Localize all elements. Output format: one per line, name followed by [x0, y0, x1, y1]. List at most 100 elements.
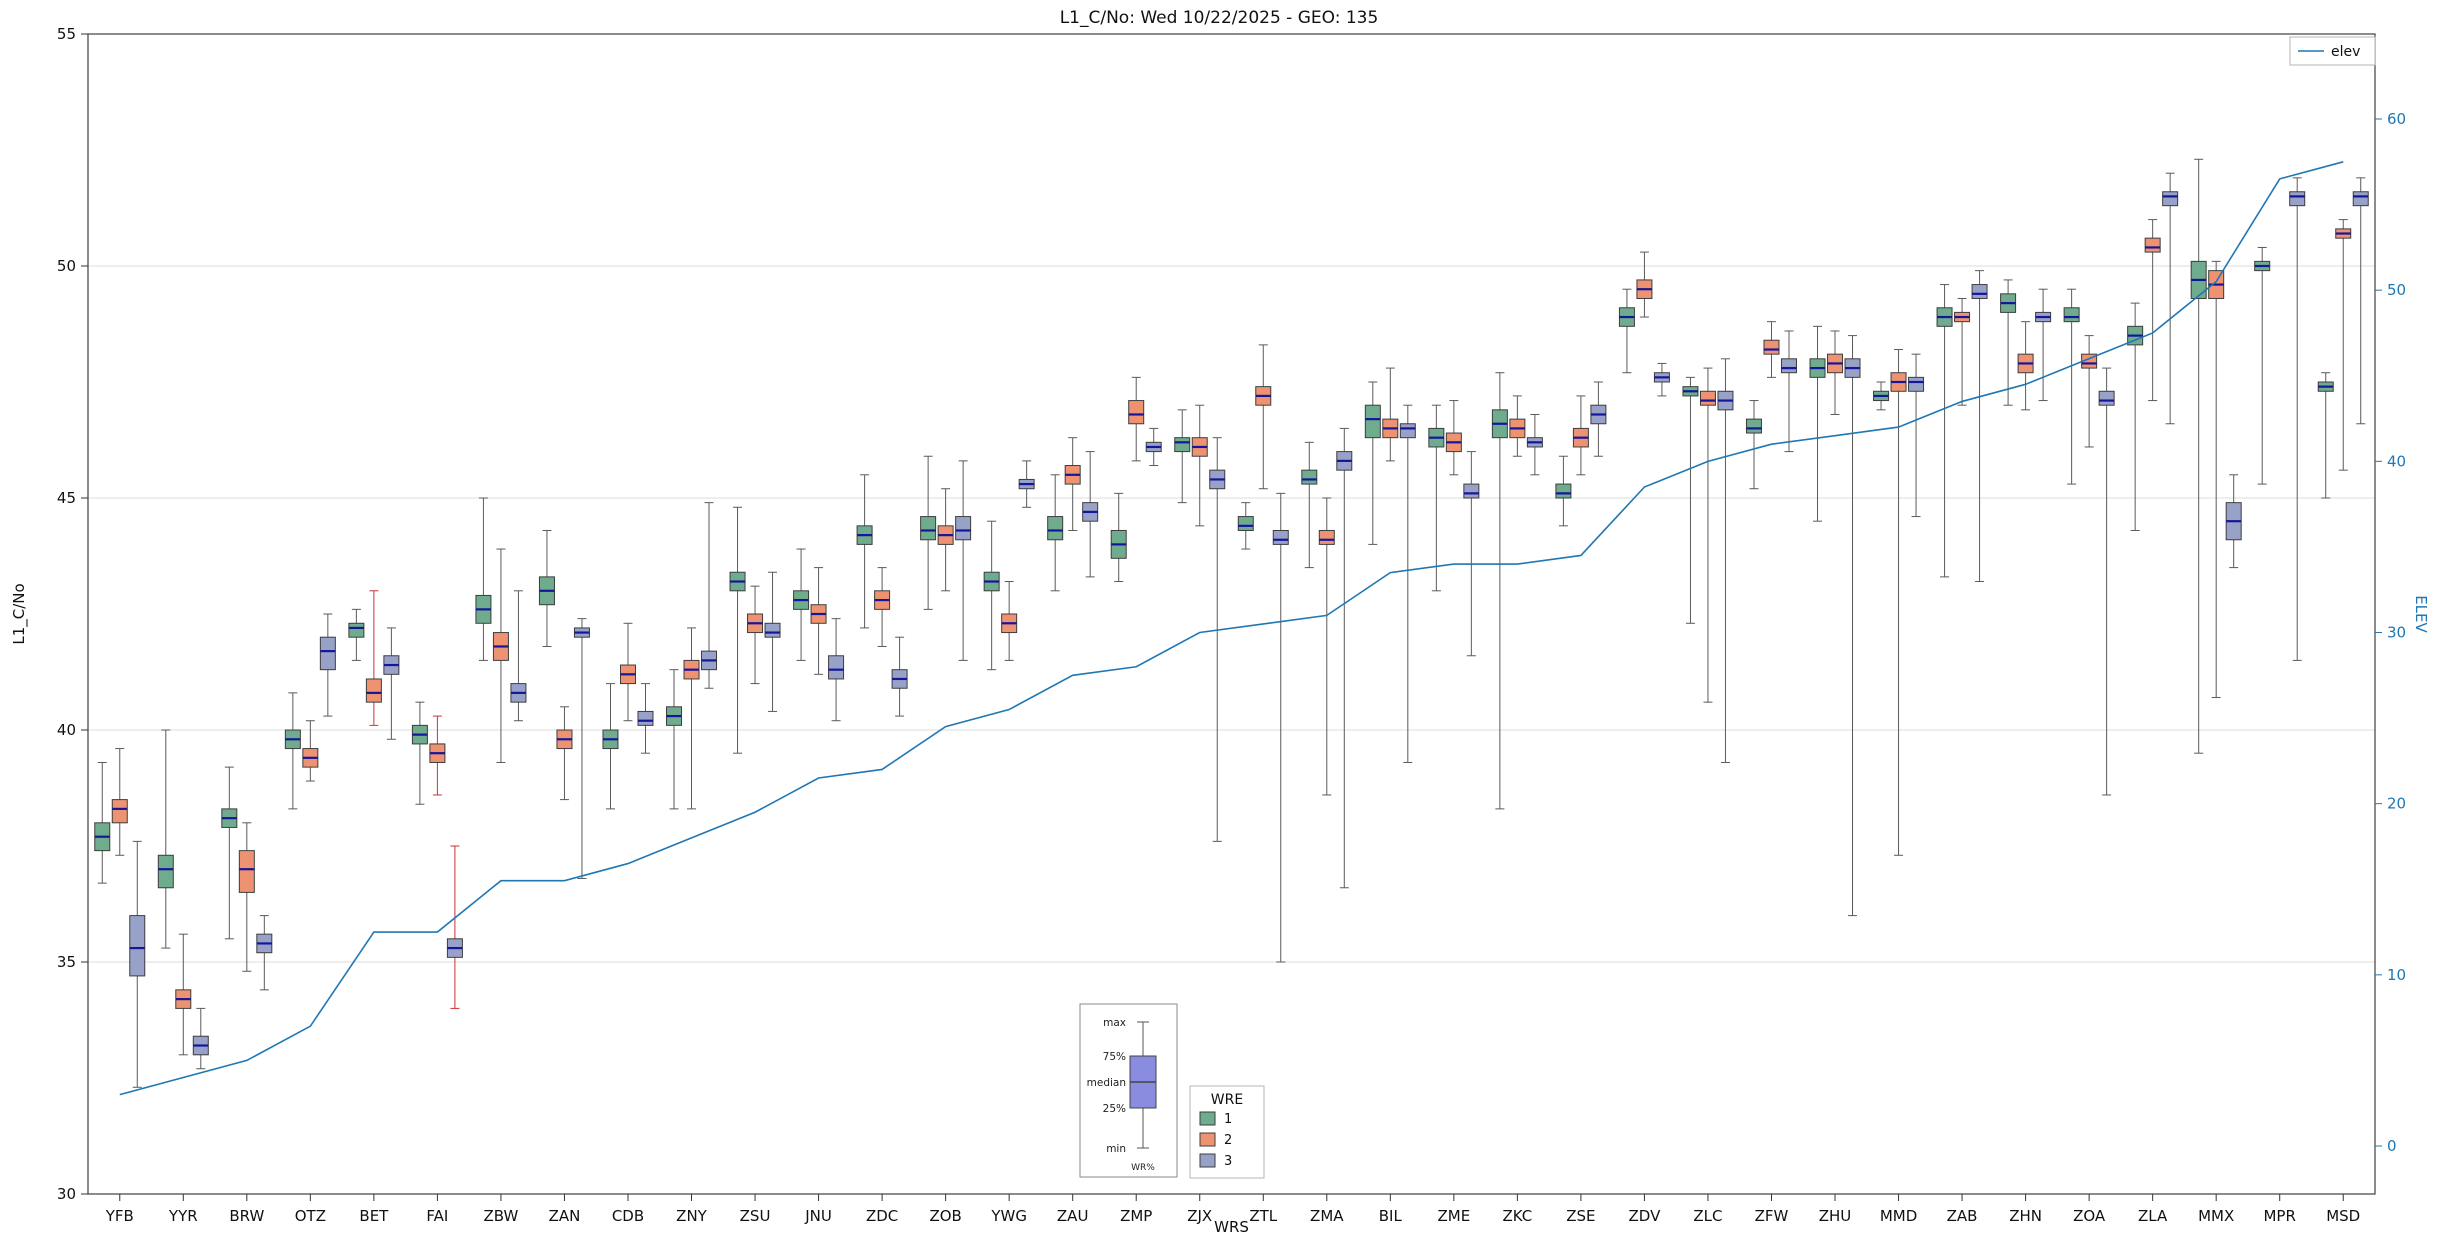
x-tick-label: BIL: [1379, 1207, 1403, 1225]
box-MPR-wre3: [2289, 177, 2306, 661]
box-ZAB-wre3: [1971, 270, 1988, 583]
box-CDB-wre2: [619, 622, 636, 722]
x-tick-label: ZOB: [929, 1207, 961, 1225]
x-tick-label: ZDV: [1629, 1207, 1662, 1225]
x-tick-label: ZAU: [1057, 1207, 1089, 1225]
box-ZTL-wre2: [1255, 344, 1272, 490]
box-ZOA-wre3: [2098, 367, 2115, 796]
box-ZAN-wre3: [573, 618, 590, 879]
box-ZMP-wre3: [1145, 427, 1162, 467]
box-BRW-wre1: [221, 766, 238, 940]
box-rect: [1301, 469, 1318, 485]
inset-label-median: median: [1087, 1077, 1126, 1089]
box-BIL-wre3: [1399, 404, 1416, 763]
box-ZBW-wre3: [510, 590, 527, 722]
box-ZAU-wre3: [1082, 451, 1099, 578]
box-rect: [1971, 284, 1988, 299]
x-tick-label: MMD: [1880, 1207, 1917, 1225]
x-tick-label: ZLA: [2138, 1207, 2168, 1225]
elev-tick-label: 20: [2387, 795, 2406, 813]
x-tick-label: ZSU: [740, 1207, 771, 1225]
box-ZMA-wre3: [1336, 427, 1353, 889]
legend-wre-swatch-1: [1199, 1111, 1216, 1126]
chart-title: L1_C/No: Wed 10/22/2025 - GEO: 135: [1059, 8, 1379, 28]
x-tick-label: YFB: [105, 1207, 134, 1225]
box-ZDV-wre1: [1618, 288, 1635, 374]
left-axis-label: L1_C/No: [10, 583, 29, 644]
box-rect: [2352, 191, 2369, 207]
box-MSD-wre2: [2335, 219, 2352, 471]
x-tick-label: ZOA: [2073, 1207, 2106, 1225]
x-tick-label: MSD: [2326, 1207, 2360, 1225]
x-tick-label: ZJX: [1187, 1207, 1212, 1225]
box-ZDV-wre2: [1636, 251, 1653, 318]
box-rect: [1318, 529, 1335, 545]
box-ZOB-wre2: [937, 488, 954, 592]
box-MSD-wre1: [2317, 372, 2334, 499]
elev-line: [119, 161, 2344, 1096]
box-MMD-wre1: [1873, 381, 1890, 411]
box-ZMP-wre2: [1128, 376, 1145, 462]
y-tick-label: 30: [57, 1185, 76, 1203]
y-tick-label: 55: [57, 25, 76, 43]
x-tick-label: ZNY: [676, 1207, 707, 1225]
x-tick-label: ZAB: [1947, 1207, 1978, 1225]
box-ZLA-wre2: [2144, 219, 2161, 402]
box-rect: [1763, 339, 1780, 355]
box-ZHU-wre2: [1827, 330, 1844, 415]
box-ZHN-wre3: [2035, 288, 2052, 402]
box-ZME-wre2: [1445, 400, 1462, 476]
box-rect: [1699, 390, 1716, 406]
box-ZLC-wre3: [1717, 358, 1734, 763]
box-rect: [1047, 516, 1064, 541]
box-ZHN-wre2: [2017, 321, 2034, 411]
box-CDB-wre1: [602, 683, 619, 810]
box-YWG-wre3: [1018, 460, 1035, 508]
box-YYR-wre1: [157, 729, 174, 949]
box-MMX-wre1: [2190, 158, 2207, 754]
x-tick-label: ZMP: [1120, 1207, 1152, 1225]
elev-tick-label: 50: [2387, 281, 2406, 299]
x-tick-label: JNU: [804, 1207, 832, 1225]
box-ZKC-wre1: [1491, 372, 1508, 810]
box-rect: [1780, 358, 1797, 374]
inset-caption: WR%: [1131, 1163, 1155, 1173]
box-rect: [1272, 529, 1289, 545]
box-OTZ-wre3: [319, 613, 336, 717]
box-FAI-wre2: [429, 715, 446, 796]
x-tick-label: MPR: [2263, 1207, 2295, 1225]
box-ZLC-wre1: [1682, 376, 1699, 624]
x-tick-label: FAI: [426, 1207, 448, 1225]
inset-label-min: min: [1106, 1143, 1126, 1155]
legend-wre-swatch-3: [1199, 1153, 1216, 1168]
box-rect: [637, 710, 654, 726]
y-tick-label: 40: [57, 721, 76, 739]
box-rect: [1745, 418, 1762, 434]
x-tick-label: ZHN: [2009, 1207, 2042, 1225]
box-rect: [238, 850, 255, 893]
x-tick-label: ZAN: [549, 1207, 581, 1225]
box-YWG-wre1: [983, 520, 1000, 671]
box-rect: [828, 655, 845, 680]
x-tick-label: BRW: [229, 1207, 264, 1225]
box-YFB-wre3: [129, 840, 146, 1088]
box-OTZ-wre1: [284, 692, 301, 810]
box-rect: [1908, 376, 1925, 392]
box-ZTL-wre3: [1272, 492, 1289, 963]
x-tick-label: YWG: [990, 1207, 1027, 1225]
box-rect: [319, 636, 336, 671]
box-ZOB-wre3: [955, 460, 972, 661]
box-BET-wre3: [383, 627, 400, 740]
x-tick-label: BET: [359, 1207, 389, 1225]
legend-elev-label: elev: [2331, 44, 2360, 60]
inset-label-max: max: [1103, 1017, 1126, 1029]
x-tick-label: ZDC: [866, 1207, 898, 1225]
box-ZTL-wre1: [1237, 502, 1254, 550]
box-BET-wre1: [348, 608, 365, 661]
box-ZNY-wre1: [666, 669, 683, 810]
elev-tick-label: 10: [2387, 966, 2406, 984]
box-ZJX-wre3: [1209, 437, 1226, 842]
inset-label-75pct: 75%: [1103, 1051, 1126, 1063]
